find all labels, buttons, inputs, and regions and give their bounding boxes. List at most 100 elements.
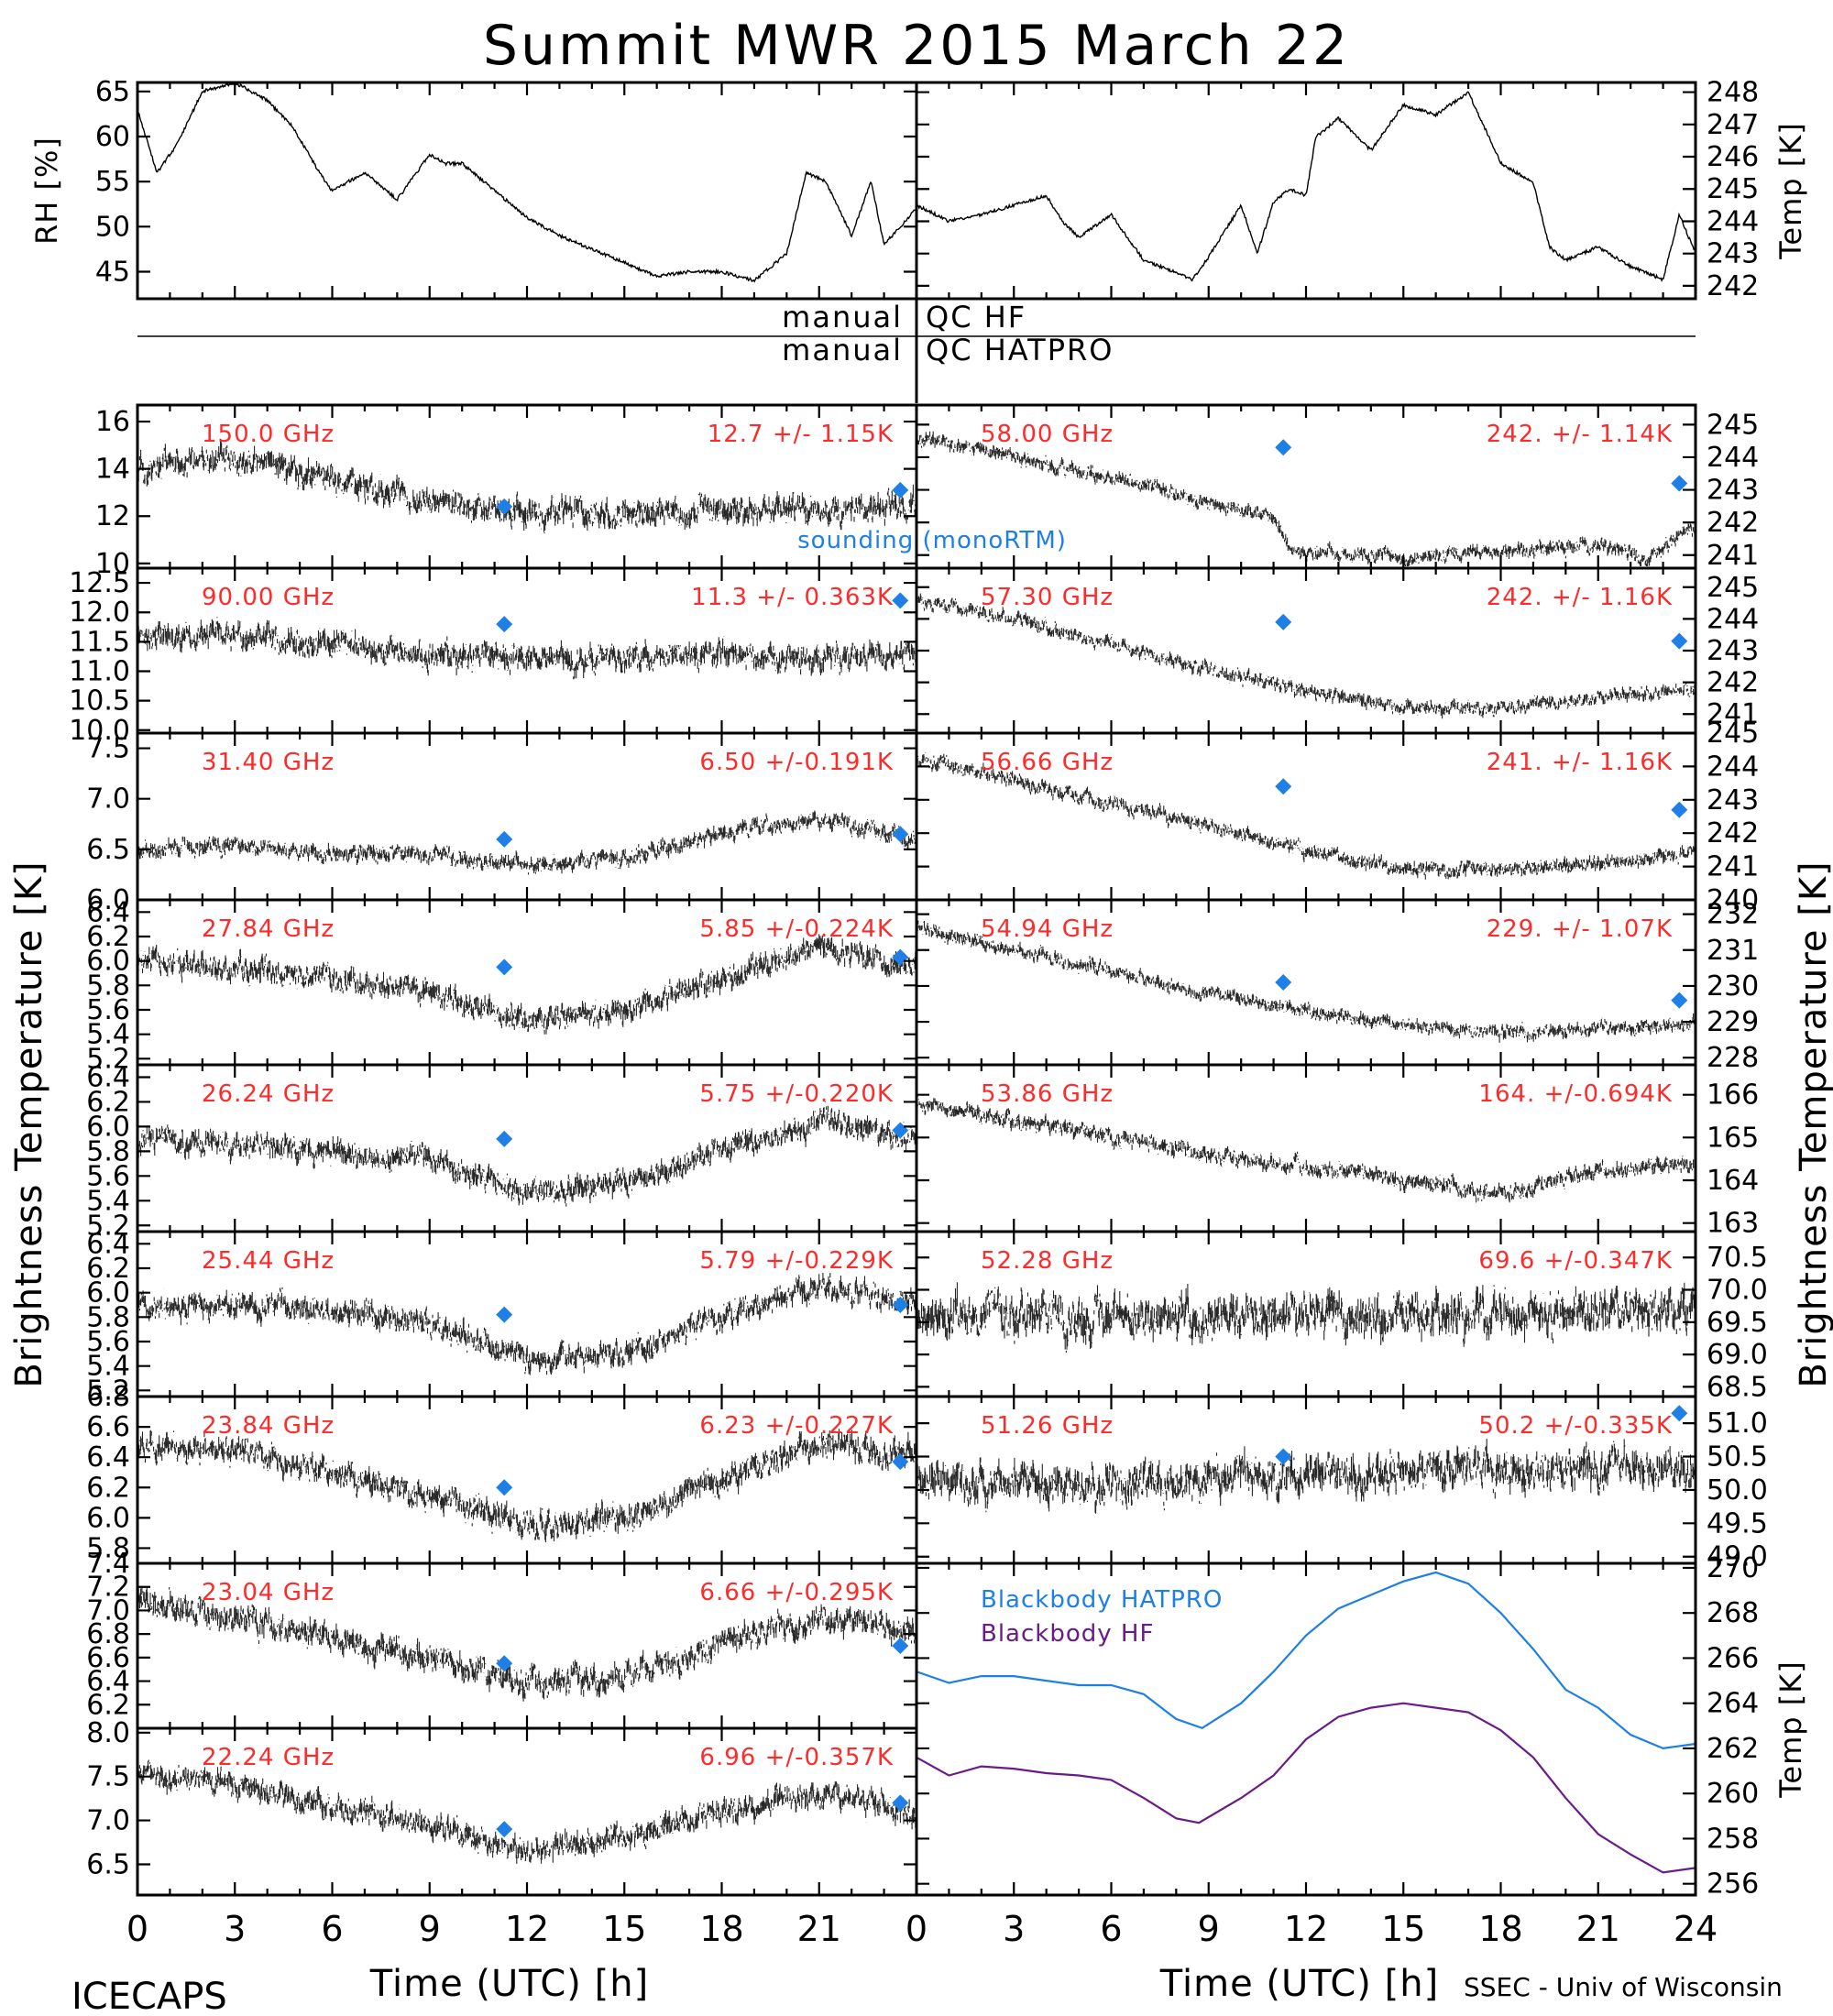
panel-frame-temp xyxy=(915,81,1697,301)
ytick-label-ch5666-1: 241 xyxy=(1707,851,1759,883)
ytick-label-temp-4: 246 xyxy=(1707,141,1759,173)
sounding-point-ch3140-0 xyxy=(496,830,513,848)
ytick-label-ch5666-3: 243 xyxy=(1707,784,1759,816)
panel-ch2624: 26.24 GHz 5.75 +/-0.220K5.25.45.65.86.06.… xyxy=(86,1061,918,1242)
panel-ch5126: 51.26 GHz 50.2 +/-0.335K 49.049.550.050.55… xyxy=(915,1395,1768,1573)
ytick-label-ch2384-2: 6.2 xyxy=(86,1472,130,1504)
trace-ch2544 xyxy=(137,1273,917,1375)
footer-left: ICECAPS xyxy=(71,1976,227,2016)
sounding-point-ch5730-0 xyxy=(1275,613,1292,630)
stat-label-ch5386: 164. +/-0.694K xyxy=(1478,1080,1673,1108)
ytick-label-ch5666-4: 244 xyxy=(1707,751,1759,783)
ytick-label-temp-0: 242 xyxy=(1707,270,1759,302)
ytick-label-ch5126-0: 49.0 xyxy=(1707,1541,1768,1573)
xticks-ch5386 xyxy=(915,1065,1697,1232)
ytick-label-blackbody-0: 256 xyxy=(1707,1868,1759,1901)
ytick-label-ch2624-2: 5.6 xyxy=(86,1160,130,1192)
yticks-ch5228 xyxy=(916,1256,1696,1388)
ytick-label-ch5484-3: 231 xyxy=(1707,935,1759,967)
freq-label-ch5730: 57.30 GHz xyxy=(981,584,1114,611)
ytick-label-ch2624-1: 5.4 xyxy=(86,1185,130,1217)
ytick-label-temp-5: 247 xyxy=(1707,109,1759,141)
xticks-ch2224 xyxy=(136,1728,918,1895)
xtick-label-ch2224-2: 6 xyxy=(321,1909,343,1949)
ytick-label-ch2544-2: 5.6 xyxy=(86,1326,130,1358)
ytick-label-ch2384-4: 6.6 xyxy=(86,1411,130,1443)
ytick-label-ch2624-4: 6.0 xyxy=(86,1111,130,1143)
ytick-label-ch2784-0: 5.2 xyxy=(86,1043,130,1075)
stat-label-ch2784: 5.85 +/-0.224K xyxy=(699,915,894,943)
ytick-label-ch90-0: 10.0 xyxy=(69,715,130,747)
ytick-label-blackbody-7: 270 xyxy=(1707,1552,1759,1584)
ytick-label-ch90-1: 10.5 xyxy=(69,685,130,718)
ytick-label-blackbody-6: 268 xyxy=(1707,1597,1759,1629)
yticks-ch5800 xyxy=(916,423,1696,556)
ytick-label-ch2304-3: 6.8 xyxy=(86,1618,130,1650)
ytick-label-ch5800-1: 242 xyxy=(1707,507,1759,539)
ytick-label-ch150-3: 16 xyxy=(95,406,130,438)
ytick-label-ch5666-2: 242 xyxy=(1707,817,1759,849)
ytick-label-ch2384-3: 6.4 xyxy=(86,1441,130,1474)
sounding-point-ch5484-0 xyxy=(1275,974,1292,991)
ytick-label-ch5386-3: 166 xyxy=(1707,1079,1759,1112)
xticks-ch3140 xyxy=(136,733,918,900)
yticks-ch2544 xyxy=(137,1243,916,1392)
series-line-blackbody-hf xyxy=(916,1702,1696,1874)
sounding-point-ch3140-1 xyxy=(892,826,909,843)
ytick-label-ch2544-1: 5.4 xyxy=(86,1351,130,1383)
legend-blackbody-hf: Blackbody HF xyxy=(981,1620,1154,1648)
panel-frame-rh xyxy=(136,81,918,301)
xticks-ch90 xyxy=(136,568,918,733)
stat-label-ch5800: 242. +/- 1.14K xyxy=(1487,421,1673,448)
ytick-label-ch2784-3: 5.8 xyxy=(86,970,130,1002)
trace-ch150 xyxy=(137,438,917,534)
ytick-label-ch2624-0: 5.2 xyxy=(86,1210,130,1242)
sounding-point-ch2304-1 xyxy=(892,1638,909,1654)
xtick-label-blackbody-3: 9 xyxy=(1198,1909,1220,1949)
stat-label-ch2624: 5.75 +/-0.220K xyxy=(699,1080,894,1108)
ytick-label-ch2224-0: 6.5 xyxy=(86,1848,130,1880)
xtick-label-blackbody-1: 3 xyxy=(1003,1909,1025,1949)
ytick-label-rh-0: 45 xyxy=(95,257,130,289)
panel-ch5666: 56.66 GHz 241. +/- 1.16K 24024124224324424… xyxy=(915,718,1759,916)
ytick-label-rh-3: 60 xyxy=(95,121,130,153)
ytick-label-ch5730-2: 243 xyxy=(1707,635,1759,667)
right-xlabel: Time (UTC) [h] xyxy=(1159,1963,1439,2005)
ytick-label-ch2784-6: 6.4 xyxy=(86,896,130,928)
stat-label-ch5666: 241. +/- 1.16K xyxy=(1487,749,1673,776)
trace-ch2384 xyxy=(137,1429,917,1543)
panel-ch2224: 22.24 GHz 6.96 +/-0.357K 6.5 7.0 7.5 8.0 0 3 6 9 1… xyxy=(86,1717,918,1949)
xticks-temp xyxy=(915,82,1697,299)
ytick-label-ch90-5: 12.5 xyxy=(69,567,130,599)
panel-ch2784: 27.84 GHz 5.85 +/-0.224K5.25.45.65.86.06.… xyxy=(86,896,918,1075)
ytick-label-ch5800-3: 244 xyxy=(1707,442,1759,474)
ytick-label-rh-4: 65 xyxy=(95,76,130,108)
sounding-point-ch5666-0 xyxy=(1275,778,1292,795)
freq-label-ch2304: 23.04 GHz xyxy=(202,1579,335,1606)
ytick-label-ch2544-3: 5.8 xyxy=(86,1301,130,1333)
ytick-label-temp-3: 245 xyxy=(1707,173,1759,205)
yticks-ch5126 xyxy=(916,1422,1696,1558)
series-line-blackbody-hatpro xyxy=(916,1571,1696,1750)
panel-ch2384: 23.84 GHz 6.23 +/-0.227K 5.86.06.26.46.66.… xyxy=(86,1381,918,1565)
stat-label-ch2544: 5.79 +/-0.229K xyxy=(699,1247,894,1275)
sounding-point-ch2624-0 xyxy=(496,1130,513,1147)
ytick-label-ch90-3: 11.5 xyxy=(69,626,130,658)
trace-ch5730 xyxy=(916,593,1696,719)
yticks-ch2624 xyxy=(137,1076,916,1227)
freq-label-ch5484: 54.94 GHz xyxy=(981,915,1114,943)
xtick-label-blackbody-4: 12 xyxy=(1284,1909,1328,1949)
xtick-label-ch2224-1: 3 xyxy=(224,1909,246,1949)
ytick-label-ch5730-4: 245 xyxy=(1707,572,1759,604)
yticks-ch2384 xyxy=(137,1395,916,1550)
sounding-point-ch150-1 xyxy=(892,481,909,499)
sounding-point-ch5800-0 xyxy=(1275,439,1292,456)
qc-hatpro-label-right: QC HATPRO xyxy=(926,333,1114,367)
ytick-label-ch2224-3: 8.0 xyxy=(86,1717,130,1749)
yticks-ch5386 xyxy=(916,1093,1696,1224)
left-ylabel: Brightness Temperature [K] xyxy=(8,860,50,1387)
ytick-label-ch2784-4: 6.0 xyxy=(86,946,130,978)
